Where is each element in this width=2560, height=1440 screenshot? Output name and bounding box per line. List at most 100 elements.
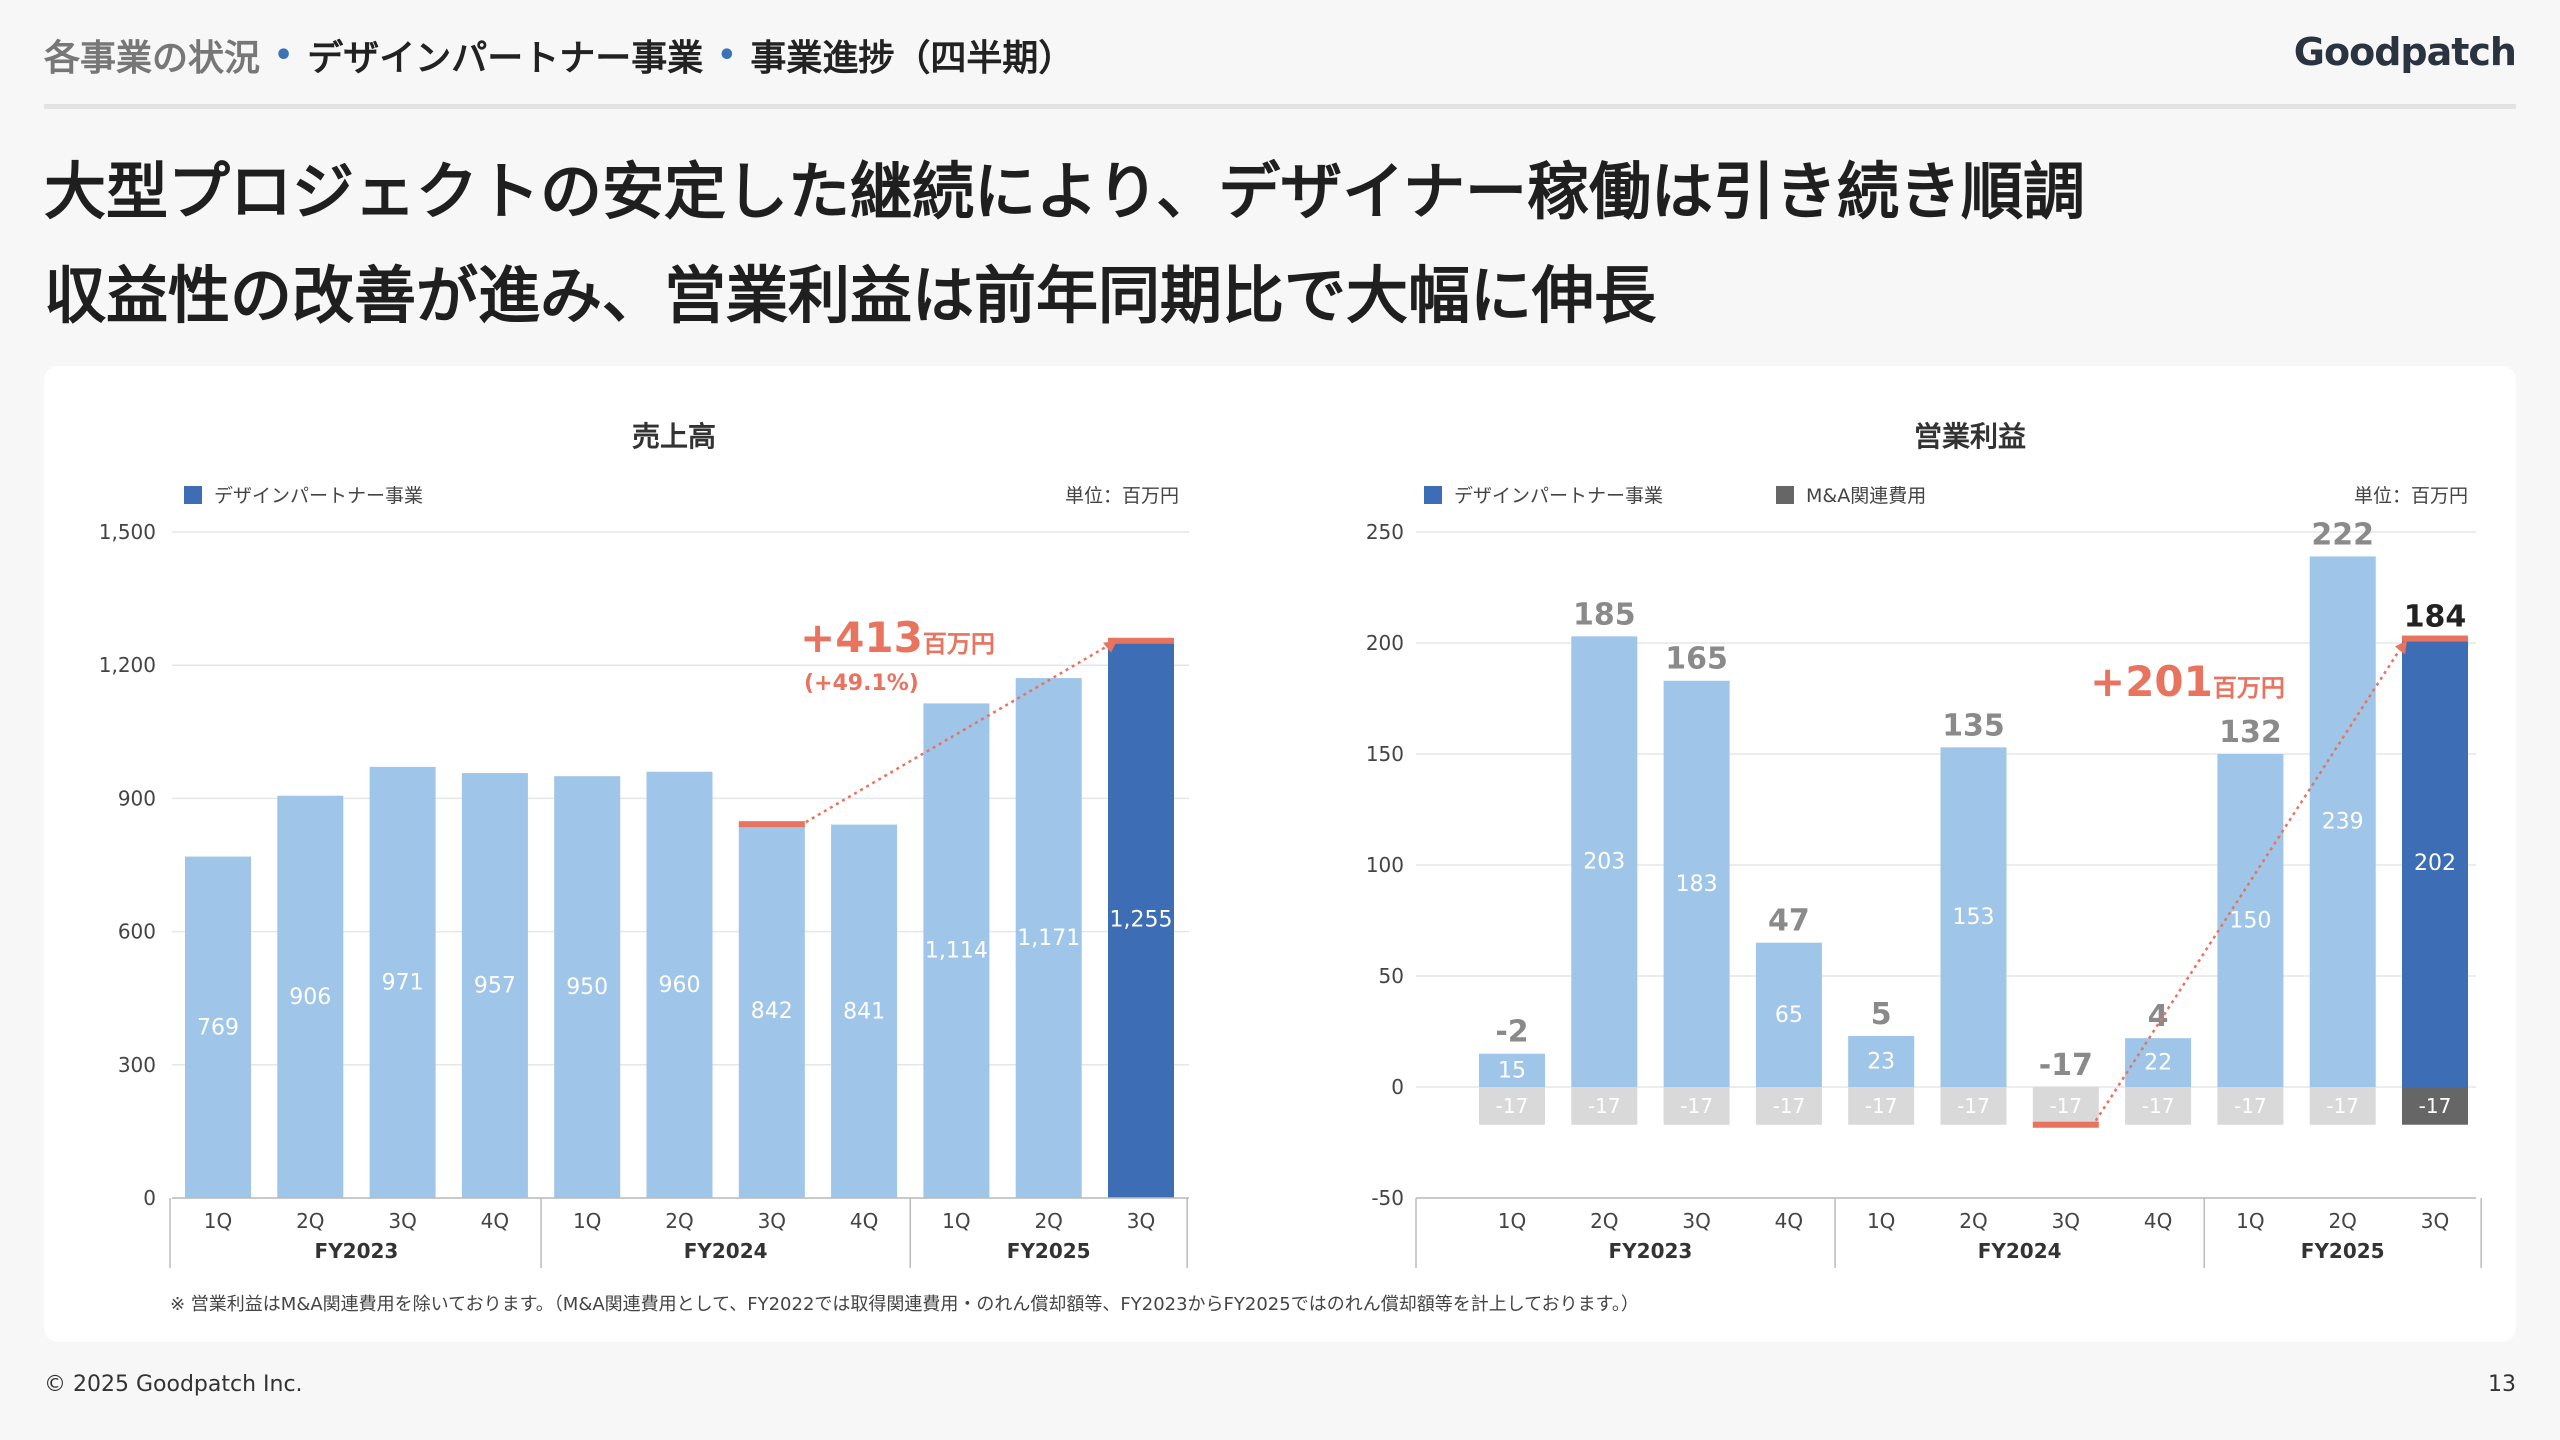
y-tick-label: 300 bbox=[118, 1053, 156, 1077]
y-tick-label: 250 bbox=[1366, 520, 1404, 544]
ma-cost-label: -17 bbox=[2234, 1094, 2267, 1118]
y-tick-label: 150 bbox=[1366, 742, 1404, 766]
total-value-label: 222 bbox=[2311, 517, 2374, 552]
chart-title: 売上高 bbox=[632, 420, 716, 453]
bar bbox=[2402, 638, 2468, 1087]
unit-label: 単位：百万円 bbox=[2354, 485, 2468, 507]
bar bbox=[1663, 680, 1730, 1087]
page-number: 13 bbox=[2488, 1372, 2516, 1397]
headline-line-2: 収益性の改善が進み、営業利益は前年同期比で大幅に伸長 bbox=[44, 259, 1657, 332]
bar-value-label: 153 bbox=[1953, 905, 1995, 930]
breadcrumb-separator: • bbox=[274, 37, 294, 73]
growth-arrow-line bbox=[805, 641, 1114, 824]
x-tick-label: 4Q bbox=[2144, 1209, 2172, 1233]
breadcrumb: 各事業の状況 • デザインパートナー事業 • 事業進捗（四半期） bbox=[44, 30, 1074, 80]
x-tick-label: 3Q bbox=[388, 1209, 416, 1233]
comparison-marker bbox=[738, 821, 805, 828]
ma-cost-bar bbox=[1479, 1087, 1545, 1125]
x-tick-label: 1Q bbox=[573, 1209, 601, 1233]
bar-value-label: 1,255 bbox=[1110, 907, 1173, 932]
x-tick-label: 1Q bbox=[204, 1209, 232, 1233]
bar bbox=[923, 703, 990, 1198]
x-tick-label: 2Q bbox=[1590, 1209, 1618, 1233]
bar bbox=[1848, 1035, 1915, 1087]
ma-cost-label: -17 bbox=[2326, 1094, 2359, 1118]
growth-annotation: +201百万円 bbox=[2090, 657, 2285, 706]
bar bbox=[2125, 1038, 2192, 1087]
bar bbox=[277, 795, 344, 1198]
bar bbox=[369, 766, 436, 1198]
comparison-marker bbox=[2032, 1121, 2099, 1128]
x-group-label: FY2023 bbox=[315, 1239, 399, 1263]
bar-value-label: 906 bbox=[289, 985, 331, 1010]
x-tick-label: 3Q bbox=[1682, 1209, 1710, 1233]
x-tick-label: 1Q bbox=[1498, 1209, 1526, 1233]
bar bbox=[831, 824, 898, 1198]
total-value-label: 132 bbox=[2219, 715, 2282, 750]
bar-value-label: 1,114 bbox=[925, 939, 988, 964]
y-tick-label: 0 bbox=[143, 1186, 156, 1210]
x-tick-label: 3Q bbox=[2052, 1209, 2080, 1233]
ma-cost-label: -17 bbox=[1957, 1094, 1990, 1118]
bar-value-label: 841 bbox=[843, 999, 885, 1024]
x-group-label: FY2024 bbox=[684, 1239, 768, 1263]
bar-value-label: 971 bbox=[382, 970, 424, 995]
y-tick-label: 1,200 bbox=[99, 653, 156, 677]
bar-value-label: 15 bbox=[1498, 1058, 1526, 1083]
growth-annotation-rate: (+49.1%) bbox=[804, 671, 919, 696]
x-tick-label: 3Q bbox=[1127, 1209, 1155, 1233]
ma-cost-bar bbox=[2032, 1087, 2099, 1125]
bar-value-label: 203 bbox=[1583, 850, 1625, 875]
x-group-label: FY2025 bbox=[2301, 1239, 2385, 1263]
x-tick-label: 4Q bbox=[1775, 1209, 1803, 1233]
headline-line-1: 大型プロジェクトの安定した継続により、デザイナー稼働は引き続き順調 bbox=[44, 155, 2086, 228]
y-tick-label: 600 bbox=[118, 920, 156, 944]
breadcrumb-separator: • bbox=[717, 37, 737, 73]
x-tick-label: 2Q bbox=[2328, 1209, 2356, 1233]
bar-value-label: 65 bbox=[1775, 1003, 1803, 1028]
ma-cost-label: -17 bbox=[1680, 1094, 1713, 1118]
legend-label: M&A関連費用 bbox=[1806, 485, 1926, 507]
bar bbox=[1108, 640, 1174, 1198]
comparison-marker bbox=[1108, 637, 1174, 644]
bar-value-label: 150 bbox=[2229, 909, 2271, 934]
ma-cost-label: -17 bbox=[1496, 1094, 1529, 1118]
breadcrumb-item: 各事業の状況 bbox=[44, 38, 261, 79]
ma-cost-label: -17 bbox=[1773, 1094, 1806, 1118]
total-value-label: 135 bbox=[1942, 708, 2005, 743]
bar bbox=[2309, 556, 2376, 1087]
total-value-label: 47 bbox=[1768, 904, 1810, 939]
bar-value-label: 1,171 bbox=[1017, 926, 1080, 951]
x-group-label: FY2024 bbox=[1978, 1239, 2062, 1263]
growth-arrow-head bbox=[1103, 640, 1117, 653]
total-value-label: -2 bbox=[1495, 1015, 1528, 1050]
ma-cost-bar bbox=[1663, 1087, 1730, 1125]
total-value-label: 184 bbox=[2404, 600, 2467, 635]
bar-value-label: 22 bbox=[2144, 1051, 2172, 1076]
legend-label: デザインパートナー事業 bbox=[214, 485, 423, 507]
total-value-label: 165 bbox=[1665, 642, 1728, 677]
total-value-label: 4 bbox=[2148, 999, 2169, 1034]
y-tick-label: 1,500 bbox=[99, 520, 156, 544]
growth-annotation: +413百万円 bbox=[800, 613, 995, 662]
y-tick-label: 200 bbox=[1366, 631, 1404, 655]
ma-cost-bar bbox=[1940, 1087, 2007, 1125]
bar bbox=[554, 776, 621, 1198]
x-tick-label: 4Q bbox=[850, 1209, 878, 1233]
bar-value-label: 769 bbox=[197, 1015, 239, 1040]
total-value-label: -17 bbox=[2039, 1048, 2093, 1083]
ma-cost-bar bbox=[2402, 1087, 2468, 1125]
ma-cost-label: -17 bbox=[2049, 1094, 2082, 1118]
x-group-label: FY2023 bbox=[1609, 1239, 1693, 1263]
bar-value-label: 202 bbox=[2414, 851, 2456, 876]
ma-cost-bar bbox=[1848, 1087, 1915, 1125]
y-tick-label: 900 bbox=[118, 786, 156, 810]
legend-swatch bbox=[184, 486, 202, 504]
bar bbox=[646, 771, 713, 1198]
y-tick-label: 100 bbox=[1366, 853, 1404, 877]
ma-cost-label: -17 bbox=[1588, 1094, 1621, 1118]
x-tick-label: 4Q bbox=[481, 1209, 509, 1233]
breadcrumb-item: 事業進捗（四半期） bbox=[750, 38, 1075, 79]
